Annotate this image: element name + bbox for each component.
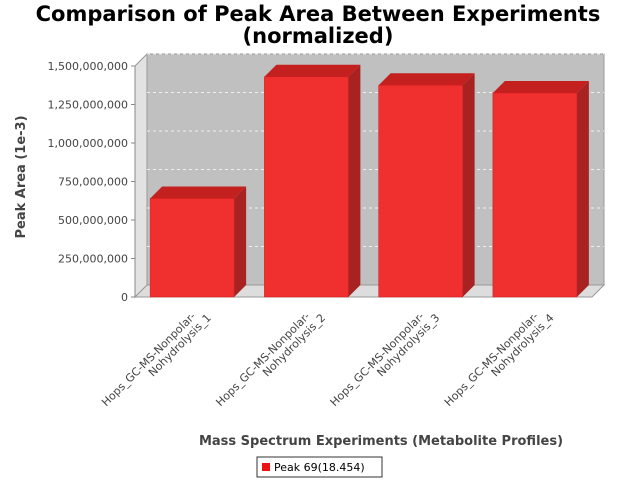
bars [149,64,589,298]
x-tick-label-line: Hops_GC-MS-Nonpolar- [213,310,312,409]
plot-side-wall [134,52,148,299]
bar [378,73,475,298]
bar-top [492,80,589,93]
y-tick-label: 1,250,000,000 [48,99,128,112]
bar-front [149,198,235,298]
bar-side [462,73,475,297]
x-axis-label: Mass Spectrum Experiments (Metabolite Pr… [199,434,563,449]
chart-title: Comparison of Peak Area Between Experime… [36,2,601,26]
bar-top [150,186,247,199]
y-tick-label: 1,500,000,000 [48,60,128,73]
bar [264,64,361,298]
y-tick-label: 0 [121,291,128,304]
x-tick-label-line: Hops_GC-MS-Nonpolar- [442,310,541,409]
legend: Peak 69(18.454) [256,456,383,478]
chart-title-line2: (normalized) [243,24,394,48]
bar-front [378,85,463,298]
legend-box [256,456,383,478]
y-axis: 0 250,000,000 500,000,000 750,000,000 1,000,… [48,60,136,304]
bar [149,186,247,298]
bar-top [264,64,361,77]
bar-front [492,92,578,298]
x-tick-label-line: Hops_GC-MS-Nonpolar- [328,310,427,409]
x-tick-label: Hops_GC-MS-Nonpolar-Nohydrolysis_4 [442,303,557,418]
y-tick-label: 500,000,000 [58,214,128,227]
bar [492,80,589,298]
y-tick-label: 750,000,000 [58,176,128,189]
x-tick-label: Hops_GC-MS-Nonpolar-Nohydrolysis_3 [328,303,443,418]
x-axis: Hops_GC-MS-Nonpolar-Nohydrolysis_1 Hops_G… [99,303,557,418]
bar-top [378,73,475,86]
x-tick-label-line: Hops_GC-MS-Nonpolar- [99,310,198,409]
bar-side [234,186,247,297]
y-tick-label: 250,000,000 [58,253,128,266]
y-axis-label: Peak Area (1e-3) [14,115,29,238]
legend-label: Peak 69(18.454) [274,461,365,474]
bar-front [264,76,349,298]
bar-side [576,80,589,297]
legend-swatch [262,463,270,471]
y-tick-label: 1,000,000,000 [48,137,128,150]
x-tick-label: Hops_GC-MS-Nonpolar-Nohydrolysis_2 [213,303,328,418]
bar-side [348,64,361,297]
x-tick-label: Hops_GC-MS-Nonpolar-Nohydrolysis_1 [99,303,214,418]
